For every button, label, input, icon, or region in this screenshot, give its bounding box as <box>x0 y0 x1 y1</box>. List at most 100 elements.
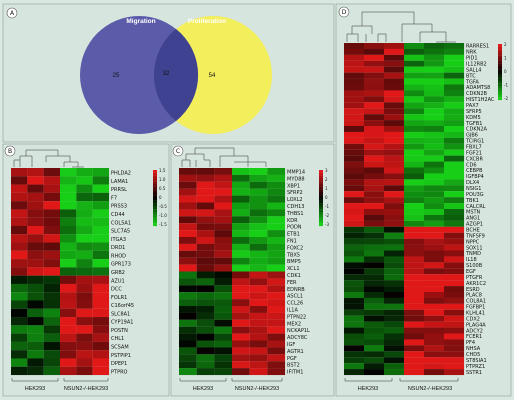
gene-label: ADCY8C <box>287 335 308 341</box>
heatmap-cell <box>92 217 110 227</box>
gene-label: AZGP1 <box>466 222 483 228</box>
heatmap-cell <box>424 321 445 328</box>
legend-swatch <box>153 175 157 179</box>
gene-labels-c: MMP14MYD88XBP1SFRP2LOXL2CDH13THBS1KDRPOD… <box>286 170 310 376</box>
heatmap-cell <box>43 358 61 367</box>
heatmap-cell <box>179 278 197 286</box>
heatmap-cell <box>249 271 268 279</box>
bracket-hek293-c <box>179 378 227 382</box>
heatmap-cell <box>424 232 445 239</box>
heatmap-cell <box>344 96 365 103</box>
heatmap-cell <box>60 250 77 260</box>
heatmap-cell <box>249 361 268 369</box>
gene-label: TNFSF9 <box>465 233 485 239</box>
heatmap-cell <box>60 317 77 326</box>
heatmap-cell <box>43 168 61 177</box>
heatmap-cell <box>364 161 385 168</box>
heatmap-cell <box>364 84 385 91</box>
heatmap-cell <box>424 102 445 109</box>
heatmap-cell <box>424 54 445 61</box>
heatmap-cell <box>404 333 425 340</box>
legend-tick-label: -1 <box>325 204 329 209</box>
gene-label: IGFBP4 <box>466 174 484 180</box>
legend-swatch <box>153 198 157 201</box>
heatmap-cell <box>60 292 77 301</box>
heatmap-cell <box>267 209 286 217</box>
heatmap-cell <box>11 341 28 351</box>
gene-label: KLHL41 <box>466 311 485 317</box>
heatmap-cell <box>27 350 44 359</box>
heatmap-cell <box>444 292 465 298</box>
legend-swatch <box>153 189 157 193</box>
heatmap-cell <box>196 250 215 258</box>
heatmap-cell <box>444 303 465 310</box>
heatmap-cell <box>424 173 445 180</box>
heatmap-cell <box>424 268 445 275</box>
gene-label: GRB2 <box>111 270 125 276</box>
heatmap-cell <box>424 292 445 298</box>
legend-tick-label: -1.5 <box>159 222 167 227</box>
heatmap-cell <box>60 201 77 210</box>
heatmap-cell <box>404 149 425 156</box>
gene-label: AZU1 <box>111 278 125 284</box>
heatmap-cell <box>444 203 465 210</box>
proliferation-only-count: 54 <box>209 73 216 79</box>
heatmap-cell <box>344 185 365 192</box>
legend-tick-label: -3 <box>325 222 329 227</box>
heatmap-cell <box>232 285 250 293</box>
heatmap-cell <box>196 174 215 182</box>
heatmap-cell <box>92 225 110 235</box>
heatmap-cell <box>404 161 425 168</box>
heatmap-b <box>11 168 110 376</box>
heatmap-cell <box>196 271 215 279</box>
legend-swatch <box>153 217 157 221</box>
heatmap-cell <box>364 345 385 352</box>
heatmap-cell <box>249 230 268 238</box>
heatmap-cell <box>76 333 93 342</box>
heatmap-cell <box>364 315 385 322</box>
heatmap-cell <box>11 350 28 359</box>
gene-label: SFRP2 <box>287 190 303 196</box>
heatmap-cell <box>364 280 385 287</box>
legend-swatch <box>498 97 502 101</box>
heatmap-cell <box>444 357 465 364</box>
heatmap-cell <box>384 268 405 275</box>
migration-only-count: 25 <box>113 73 120 79</box>
heatmap-cell <box>76 259 93 268</box>
heatmap-cell <box>214 306 233 313</box>
heatmap-cell <box>27 308 44 318</box>
heatmap-cell <box>76 317 93 326</box>
heatmap-cell <box>404 126 425 132</box>
gene-label: SCSAM <box>111 345 129 351</box>
heatmap-cell <box>444 137 465 144</box>
heatmap-cell <box>384 274 405 281</box>
heatmap-cell <box>196 264 215 272</box>
gene-label: ASCL1 <box>287 294 303 300</box>
heatmap-cell <box>249 257 268 265</box>
heatmap-cell <box>179 292 197 300</box>
gene-label: PTPRO <box>111 369 128 375</box>
legend-tick-label: 1.0 <box>159 177 166 182</box>
heatmap-cell <box>27 184 44 193</box>
gene-label: MMP14 <box>287 170 305 176</box>
heatmap-cell <box>179 271 197 279</box>
heatmap-cell <box>344 137 365 144</box>
heatmap-cell <box>76 350 93 359</box>
gene-label: COL8A1 <box>466 299 486 305</box>
heatmap-cell <box>60 300 77 309</box>
heatmap-cell <box>444 309 465 316</box>
heatmap-cell <box>232 299 250 307</box>
heatmap-cell <box>344 179 365 186</box>
legend-swatch <box>153 223 157 227</box>
heatmap-cell <box>76 234 93 243</box>
panel-b-letter: B <box>8 148 12 155</box>
group-label-hek293-d: HEK293 <box>358 386 379 392</box>
heatmap-cell <box>384 232 405 239</box>
heatmap-cell <box>214 202 233 210</box>
heatmap-cell <box>27 292 44 301</box>
heatmap-cell <box>364 268 385 275</box>
gene-label: CDX2 <box>466 316 480 322</box>
heatmap-cell <box>344 280 365 287</box>
heatmap-cell <box>60 184 77 193</box>
heatmap-cell <box>27 250 44 260</box>
